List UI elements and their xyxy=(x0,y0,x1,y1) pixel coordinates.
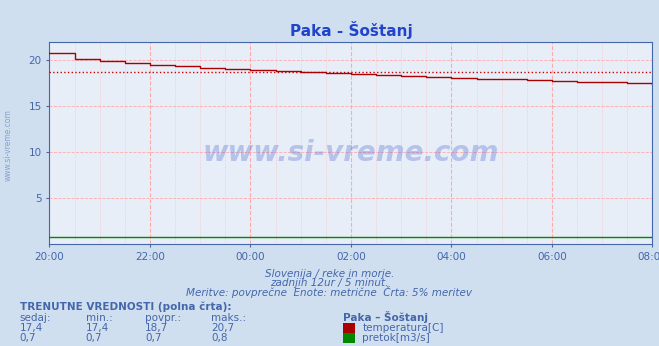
Text: 0,7: 0,7 xyxy=(86,333,102,343)
Text: sedaj:: sedaj: xyxy=(20,313,51,323)
Text: TRENUTNE VREDNOSTI (polna črta):: TRENUTNE VREDNOSTI (polna črta): xyxy=(20,301,231,312)
Text: 17,4: 17,4 xyxy=(86,324,109,334)
Text: 0,7: 0,7 xyxy=(20,333,36,343)
Text: 0,7: 0,7 xyxy=(145,333,161,343)
Text: pretok[m3/s]: pretok[m3/s] xyxy=(362,333,430,343)
Text: povpr.:: povpr.: xyxy=(145,313,181,323)
Title: Paka - Šoštanj: Paka - Šoštanj xyxy=(289,21,413,39)
Text: maks.:: maks.: xyxy=(211,313,246,323)
Text: 17,4: 17,4 xyxy=(20,324,43,334)
Text: 0,8: 0,8 xyxy=(211,333,227,343)
Text: www.si-vreme.com: www.si-vreme.com xyxy=(3,109,13,181)
Text: 18,7: 18,7 xyxy=(145,324,168,334)
Text: zadnjih 12ur / 5 minut.: zadnjih 12ur / 5 minut. xyxy=(270,279,389,289)
Text: Paka – Šoštanj: Paka – Šoštanj xyxy=(343,311,428,323)
Text: 20,7: 20,7 xyxy=(211,324,234,334)
Text: Meritve: povprečne  Enote: metrične  Črta: 5% meritev: Meritve: povprečne Enote: metrične Črta:… xyxy=(186,286,473,298)
Text: temperatura[C]: temperatura[C] xyxy=(362,323,444,333)
Text: Slovenija / reke in morje.: Slovenija / reke in morje. xyxy=(265,269,394,279)
Text: www.si-vreme.com: www.si-vreme.com xyxy=(203,139,499,167)
Text: min.:: min.: xyxy=(86,313,113,323)
